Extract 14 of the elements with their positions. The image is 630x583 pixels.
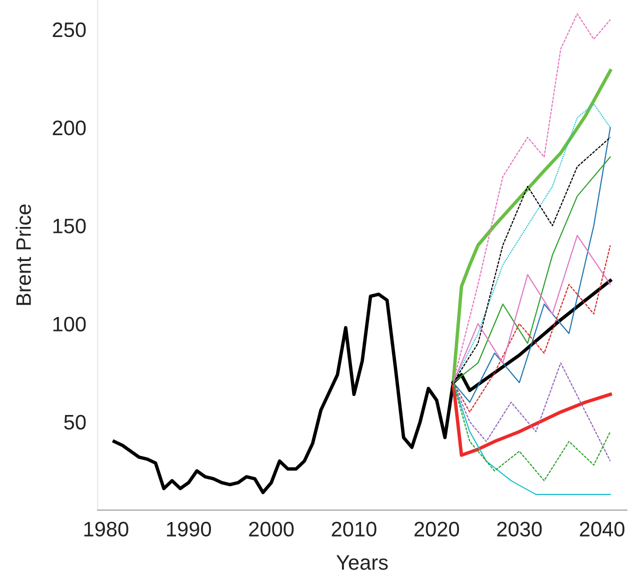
x-tick-label: 1980 bbox=[84, 522, 128, 537]
y-tick-label: 250 bbox=[52, 22, 86, 38]
x-tick-label: 2040 bbox=[580, 522, 624, 537]
x-tick-label: 2020 bbox=[414, 522, 460, 537]
y-tick-label: 50 bbox=[64, 414, 86, 430]
x-tick-label: 2000 bbox=[249, 522, 294, 537]
x-tick-label: 2030 bbox=[497, 522, 542, 537]
y-axis-title: Brent Price bbox=[16, 204, 31, 305]
y-tick-label: 200 bbox=[52, 120, 86, 136]
y-tick-label: 150 bbox=[53, 218, 86, 234]
x-tick-label: 1990 bbox=[167, 522, 211, 537]
x-axis-title: Years bbox=[336, 555, 388, 570]
x-tick-label: 2010 bbox=[332, 522, 376, 537]
y-tick-label: 100 bbox=[53, 316, 86, 332]
